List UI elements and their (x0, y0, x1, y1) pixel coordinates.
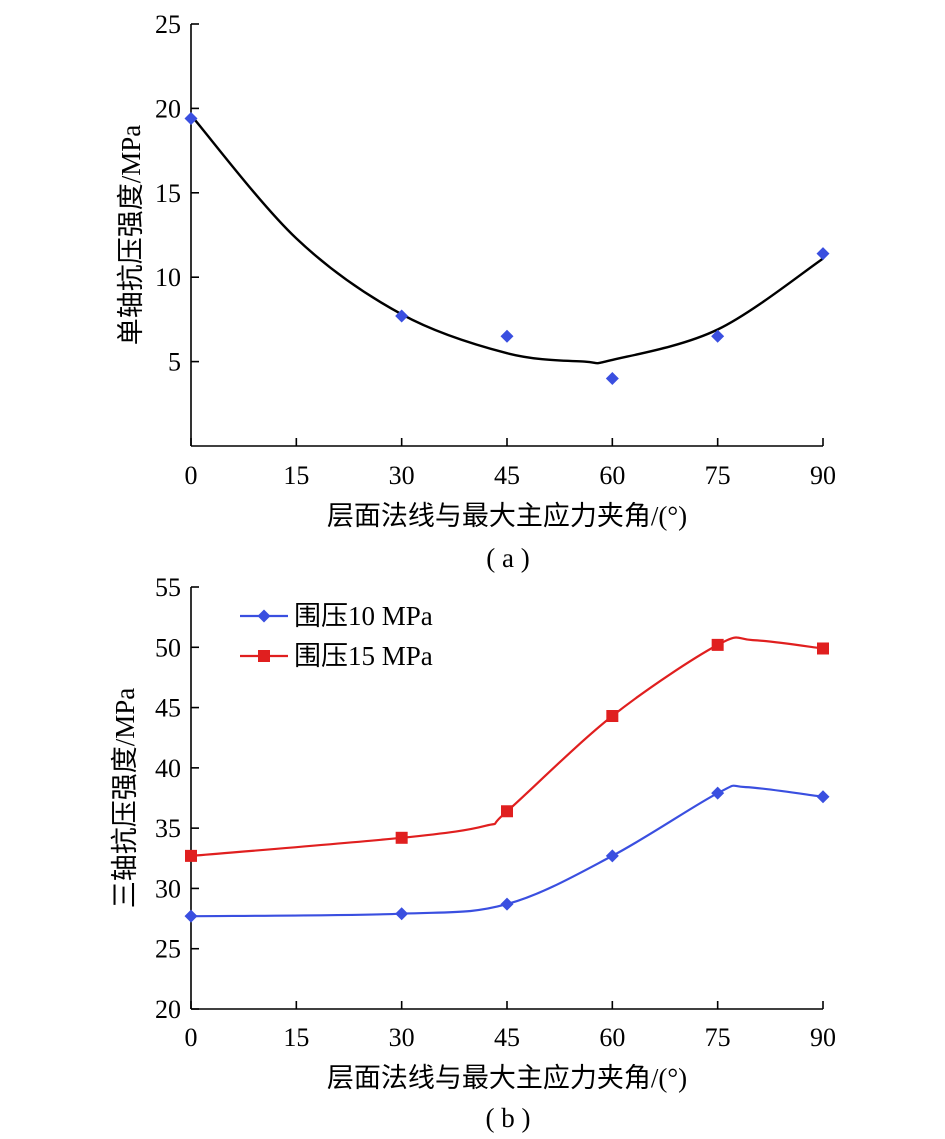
y-tick-label: 25 (155, 935, 181, 964)
data-point (184, 112, 198, 126)
data-point (605, 849, 619, 863)
data-point (606, 710, 619, 723)
x-axis-title: 层面法线与最大主应力夹角/(°) (327, 501, 687, 531)
y-tick-label: 55 (155, 573, 181, 602)
panel-caption: ( a ) (486, 543, 529, 573)
data-point (395, 907, 409, 921)
data-point (605, 371, 619, 385)
x-tick-label: 75 (705, 461, 731, 490)
x-tick-label: 30 (389, 461, 415, 490)
data-point (395, 309, 409, 323)
y-tick-label: 35 (155, 814, 181, 843)
y-axis-title: 三轴抗压强度/MPa (110, 688, 140, 909)
data-point (711, 329, 725, 343)
x-tick-label: 90 (810, 461, 836, 490)
panel-caption: ( b ) (486, 1103, 531, 1133)
legend-marker-1 (257, 609, 271, 623)
x-tick-label: 75 (705, 1023, 731, 1052)
y-tick-label: 45 (155, 694, 181, 723)
x-tick-label: 15 (283, 1023, 309, 1052)
y-tick-label: 50 (155, 633, 181, 662)
x-tick-label: 45 (494, 461, 520, 490)
y-tick-label: 5 (168, 348, 181, 377)
y-tick-label: 15 (155, 179, 181, 208)
fit-curve (190, 114, 824, 365)
y-tick-label: 40 (155, 754, 181, 783)
series-line-2 (190, 636, 824, 857)
data-point (711, 786, 725, 800)
y-tick-label: 20 (155, 995, 181, 1024)
y-tick-label: 10 (155, 263, 181, 292)
data-point (501, 805, 513, 818)
x-tick-label: 0 (185, 1023, 198, 1052)
y-tick-label: 25 (155, 10, 181, 39)
y-tick-label: 20 (155, 94, 181, 123)
legend-label-2: 围压15 MPa (294, 641, 433, 671)
x-tick-label: 45 (494, 1023, 520, 1052)
chart-panel-b: 0 15 30 45 60 75 90 20 25 30 35 40 45 50 55 层面法线与最大主应力夹… (110, 573, 836, 1133)
y-axis-title: 单轴抗压强度/MPa (116, 125, 146, 346)
data-point (500, 897, 514, 911)
data-point (184, 909, 198, 923)
x-tick-label: 90 (810, 1023, 836, 1052)
legend-label-1: 围压10 MPa (294, 601, 433, 631)
x-axis-title: 层面法线与最大主应力夹角/(°) (327, 1063, 687, 1093)
data-point (816, 790, 830, 804)
x-tick-label: 0 (185, 461, 198, 490)
x-tick-label: 60 (599, 461, 625, 490)
x-tick-label: 15 (283, 461, 309, 490)
data-point (500, 329, 514, 343)
data-point (711, 638, 724, 651)
legend: 围压10 MPa 围压15 MPa (240, 601, 433, 671)
data-point (816, 247, 830, 261)
data-point (395, 831, 408, 844)
y-tick-label: 30 (155, 874, 181, 903)
x-tick-label: 60 (599, 1023, 625, 1052)
data-point (185, 849, 197, 862)
series-line-1 (190, 784, 824, 918)
x-tick-label: 30 (389, 1023, 415, 1052)
data-point (817, 642, 829, 655)
chart-panel-a: 0 15 30 45 60 75 90 5 10 15 20 25 层面法线与最大主应力夹角/(°) 单轴… (116, 10, 836, 573)
legend-marker-2 (258, 650, 270, 662)
